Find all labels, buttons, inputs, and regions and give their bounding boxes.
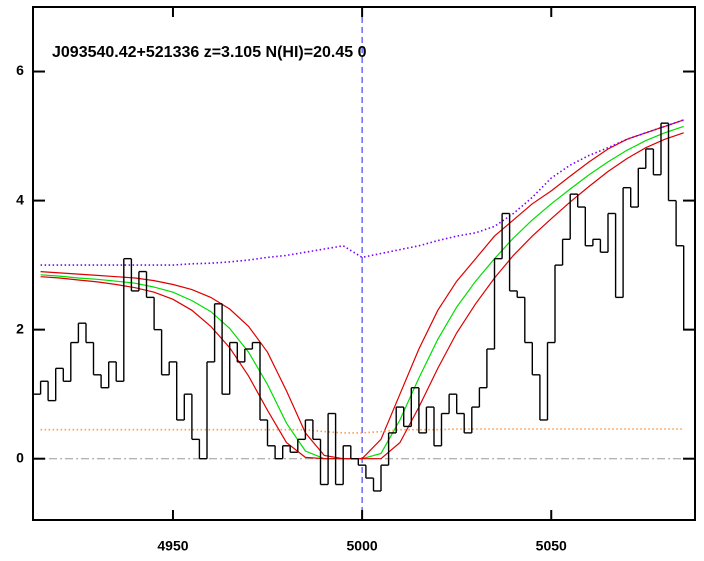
y-tick-label: 4: [16, 191, 24, 207]
y-tick-label: 0: [16, 449, 24, 465]
x-tick-label: 4950: [157, 538, 188, 554]
y-tick-label: 6: [16, 62, 24, 78]
model-curve: [40, 428, 684, 434]
y-tick-label: 2: [16, 320, 24, 336]
x-tick-label: 5000: [347, 538, 378, 554]
x-tick-label: 5050: [536, 538, 567, 554]
model-curve: [40, 132, 684, 460]
flux-step-connector: [39, 123, 685, 491]
plot-frame: [32, 6, 696, 521]
annotation: J093540.42+521336 z=3.105 N(HI)=20.45 0: [52, 44, 367, 61]
